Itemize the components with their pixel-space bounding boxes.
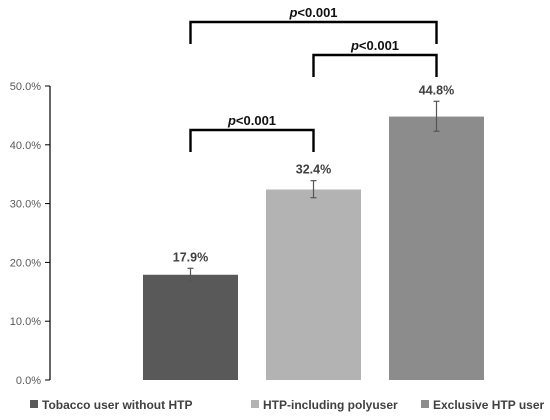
y-axis: 0.0% 10.0% 20.0% 30.0% 40.0% 50.0% [10,81,51,387]
bar-3 [389,116,484,381]
y-tick-label: 10.0% [10,316,41,328]
bar-1 [143,274,238,380]
data-label-3: 44.8% [419,83,454,97]
legend: Tobacco user without HTP HTP-including po… [30,398,545,412]
p-value-label-2: p<0.001 [350,38,399,53]
p-threshold: <0.001 [359,38,399,53]
p-value-label-3: p<0.001 [288,5,337,20]
y-tick-label: 30.0% [10,199,41,211]
data-labels: 17.9% 32.4% 44.8% [173,83,454,264]
p-threshold: <0.001 [297,5,337,20]
p-value-label-1: p<0.001 [227,113,276,128]
legend-swatch-3 [421,400,429,408]
p-threshold: <0.001 [236,113,276,128]
y-tick-label: 50.0% [10,81,41,93]
data-label-2: 32.4% [296,163,331,177]
p-symbol: p [350,38,359,53]
significance-bracket-3 [189,20,438,44]
bar-2 [266,189,361,380]
legend-label-3: Exclusive HTP user [433,398,545,412]
p-symbol: p [227,113,236,128]
legend-label-1: Tobacco user without HTP [42,398,192,412]
legend-swatch-2 [251,400,259,408]
data-label-1: 17.9% [173,250,208,264]
y-tick-label: 40.0% [10,140,41,152]
significance-bracket-2 [312,53,438,77]
y-tick-label: 20.0% [10,257,41,269]
p-symbol: p [288,5,297,20]
legend-swatch-1 [30,400,38,408]
bars [143,116,484,381]
y-tick-label: 0.0% [16,375,41,387]
significance-bracket-1 [189,128,315,152]
error-bars [187,100,440,282]
legend-label-2: HTP-including polyuser [263,398,398,412]
